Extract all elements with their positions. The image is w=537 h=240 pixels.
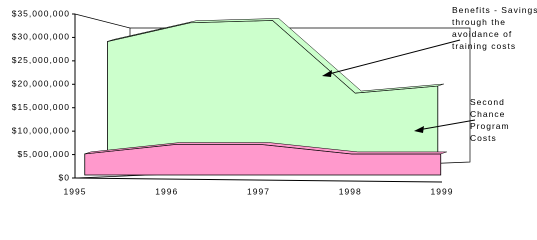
y-tick-label: $35,000,000 bbox=[12, 8, 70, 18]
plot bbox=[84, 18, 447, 176]
x-axis bbox=[74, 177, 443, 183]
y-tick-label: $5,000,000 bbox=[17, 149, 70, 159]
chart: $0 $5,000,000 $10,000,000 $15,000,000 $20,00… bbox=[12, 8, 476, 196]
annotation: Benefits - Savings through the avoidance… bbox=[452, 5, 537, 51]
page: $0 $5,000,000 $10,000,000 $15,000,000 $20,00… bbox=[11, 5, 537, 197]
area-top bbox=[84, 142, 447, 155]
x-tick-label: 1999 bbox=[431, 186, 454, 196]
arrow bbox=[324, 39, 461, 76]
arrow bbox=[417, 119, 476, 131]
y-tick-label: $20,000,000 bbox=[12, 79, 70, 89]
y-tick-label: $15,000,000 bbox=[12, 102, 70, 112]
arrow-head bbox=[414, 126, 424, 133]
arrow-head bbox=[322, 70, 332, 77]
y-tick-label: $10,000,000 bbox=[12, 125, 70, 135]
x-tick-label: 1997 bbox=[247, 186, 270, 196]
x-tick-label: 1996 bbox=[155, 186, 178, 196]
x-tick-label: 1995 bbox=[64, 186, 87, 196]
y-tick-label: $25,000,000 bbox=[12, 55, 70, 65]
x-tick-label: 1998 bbox=[339, 186, 362, 196]
y-tick-label: $0 bbox=[59, 172, 70, 182]
area-top bbox=[107, 18, 444, 94]
y-tick-label: $30,000,000 bbox=[12, 32, 70, 42]
annotation: Second Chance Program Costs bbox=[470, 97, 510, 143]
